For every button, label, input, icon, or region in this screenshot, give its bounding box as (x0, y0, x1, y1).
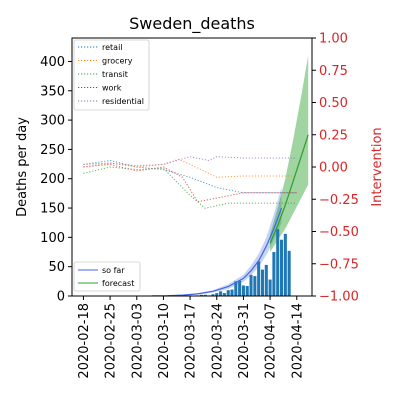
x-tick-label: 2020-04-07 (264, 303, 279, 379)
death-bar (234, 281, 238, 296)
death-bar (276, 229, 280, 296)
y-tick-label: 50 (48, 260, 65, 275)
death-bar (230, 289, 234, 296)
death-bar (211, 294, 215, 296)
death-bar (272, 252, 276, 296)
x-tick-label: 2020-03-03 (130, 303, 145, 379)
left-axis: 0 50 100 150 200 250 300 350 400 (40, 55, 72, 305)
legend-label-so-far: so far (102, 266, 125, 275)
y-axis-label: Deaths per day (15, 117, 30, 217)
death-bar (238, 280, 242, 296)
y-right-tick-label: −0.75 (319, 257, 359, 272)
y-right-tick-label: −1.00 (319, 290, 359, 305)
death-bar (219, 291, 223, 296)
death-bar (215, 293, 219, 296)
intervention-line-work (83, 163, 297, 203)
so-far-line (151, 207, 283, 297)
legend-trend: so far forecast (73, 261, 141, 292)
y-right-tick-label: 0.00 (319, 161, 348, 176)
y-right-tick-label: −0.25 (319, 193, 359, 208)
intervention-line-grocery (83, 158, 297, 178)
death-bar (283, 233, 287, 296)
death-bars (177, 229, 291, 296)
death-bar (280, 239, 284, 296)
death-bar (287, 250, 291, 296)
legend-interventions-box (73, 39, 150, 111)
death-bar (253, 276, 257, 296)
legend-label-residential: residential (102, 97, 144, 106)
intervention-lines (83, 156, 297, 209)
y-tick-label: 350 (40, 84, 65, 99)
y-right-tick-label: 0.50 (319, 96, 348, 111)
intervention-line-residential (83, 156, 297, 167)
death-bar (245, 286, 249, 296)
y-axis-right-label: Intervention (370, 127, 385, 206)
right-axis: −1.00 −0.75 −0.50 −0.25 0.00 0.25 0.50 0.75 1.00 (312, 32, 359, 305)
y-tick-label: 250 (40, 143, 65, 158)
legend-trend-box (73, 261, 141, 292)
y-right-tick-label: 0.75 (319, 64, 348, 79)
y-right-tick-label: 1.00 (319, 32, 348, 47)
forecast-line (269, 134, 309, 244)
x-tick-label: 2020-03-31 (237, 303, 252, 379)
y-tick-label: 100 (40, 231, 65, 246)
legend-interventions: retail grocery transit work residential (73, 39, 150, 111)
x-tick-label: 2020-03-24 (210, 303, 225, 379)
trend-lines (151, 134, 309, 297)
so-far-band (152, 187, 282, 296)
y-tick-label: 400 (40, 55, 65, 70)
death-bar (200, 294, 204, 296)
x-tick-label: 2020-03-10 (157, 303, 172, 379)
death-bar (260, 269, 264, 296)
legend-label-work: work (102, 84, 122, 93)
death-bar (203, 294, 207, 296)
x-tick-label: 2020-03-17 (184, 303, 199, 379)
chart-title: Sweden_deaths (129, 14, 255, 34)
legend-label-transit: transit (102, 70, 128, 79)
y-tick-label: 200 (40, 172, 65, 187)
y-tick-label: 0 (57, 290, 65, 305)
death-bar (249, 274, 253, 296)
legend-label-retail: retail (102, 43, 123, 52)
y-right-tick-label: −0.50 (319, 225, 359, 240)
y-tick-label: 150 (40, 202, 65, 217)
x-axis: 2020-02-18 2020-02-25 2020-03-03 2020-03-10… (77, 296, 305, 379)
x-tick-label: 2020-04-14 (290, 303, 305, 379)
legend-label-grocery: grocery (102, 57, 133, 66)
x-tick-label: 2020-02-18 (77, 303, 92, 379)
death-bar (222, 293, 226, 296)
death-bar (268, 279, 272, 296)
y-right-tick-label: 0.25 (319, 128, 348, 143)
death-bar (241, 285, 245, 296)
death-bar (257, 261, 261, 296)
x-tick-label: 2020-02-25 (104, 303, 119, 379)
intervention-line-retail (83, 159, 297, 194)
death-bar (264, 264, 268, 296)
legend-label-forecast: forecast (102, 279, 134, 288)
death-bar (226, 290, 230, 296)
y-tick-label: 300 (40, 114, 65, 129)
